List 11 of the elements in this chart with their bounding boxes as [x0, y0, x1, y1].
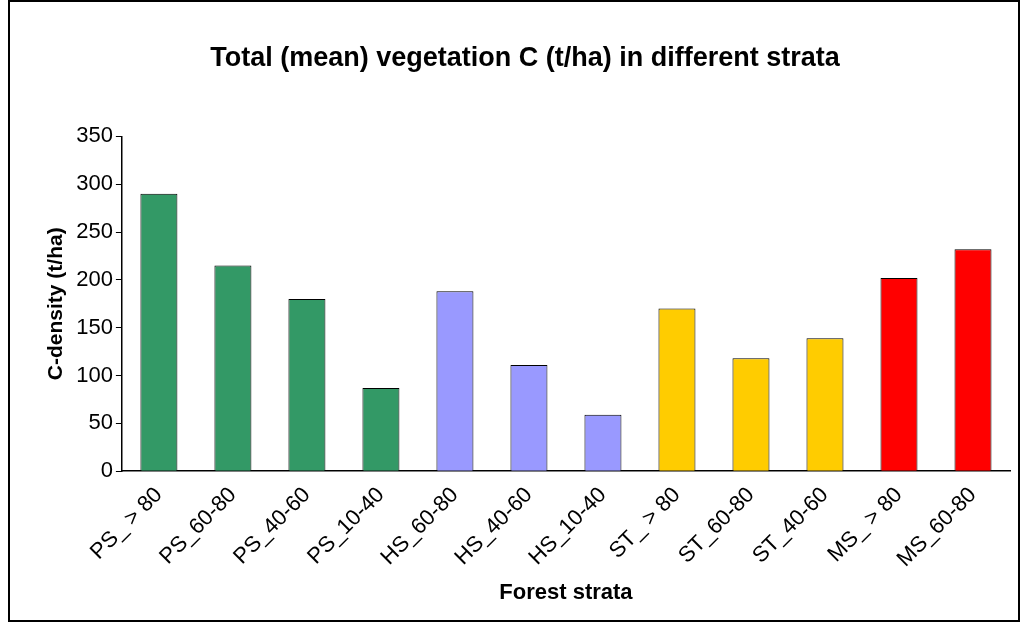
y-axis-title: C-density (t/ha) — [43, 227, 67, 381]
x-axis-title: Forest strata — [499, 578, 634, 604]
y-tick-label: 350 — [76, 122, 113, 148]
y-tick-label: 50 — [88, 409, 113, 435]
y-tick-label: 0 — [100, 457, 113, 483]
y-tick-label: 250 — [76, 218, 113, 244]
y-tick-label: 300 — [76, 170, 113, 196]
y-tick-label: 150 — [76, 313, 113, 339]
y-tick-label: 200 — [76, 265, 113, 291]
chart-title: Total (mean) vegetation C (t/ha) in different strata — [210, 41, 841, 72]
y-tick-label: 100 — [76, 361, 113, 387]
